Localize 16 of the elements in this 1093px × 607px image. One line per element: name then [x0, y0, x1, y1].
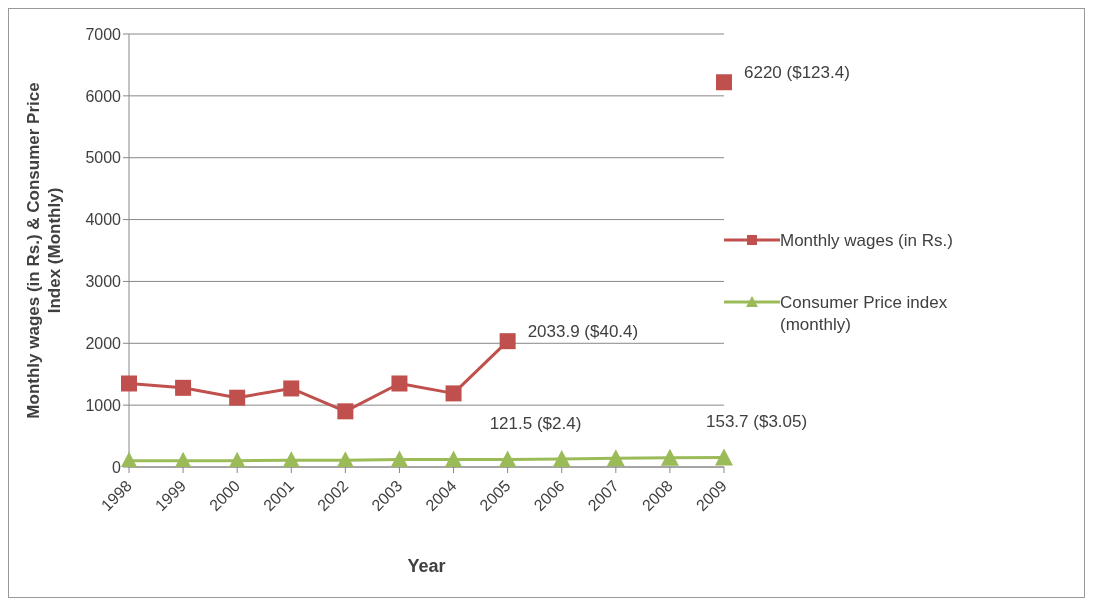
y-tick-label: 6000 — [85, 87, 122, 105]
y-tick-label: 5000 — [85, 149, 122, 167]
legend-label: Monthly wages (in Rs.) — [780, 230, 953, 252]
y-tick-label: 0 — [112, 458, 122, 476]
data-label: 121.5 ($2.4) — [489, 414, 582, 434]
y-tick-label: 4000 — [85, 211, 122, 229]
data-label: 2033.9 ($40.4) — [527, 322, 639, 342]
legend-label: Consumer Price index (monthly) — [780, 292, 949, 336]
y-axis-title: Monthly wages (in Rs.) & Consumer Price Index (Monthly) — [24, 82, 64, 419]
y-tick-label: 7000 — [85, 25, 122, 43]
data-label: 153.7 ($3.05) — [706, 412, 808, 432]
y-tick-label: 2000 — [85, 334, 122, 352]
y-tick-label: 3000 — [85, 273, 122, 291]
y-tick-label: 1000 — [85, 396, 122, 414]
data-label: 6220 ($123.4) — [744, 63, 850, 83]
x-axis-title: Year — [407, 556, 446, 576]
